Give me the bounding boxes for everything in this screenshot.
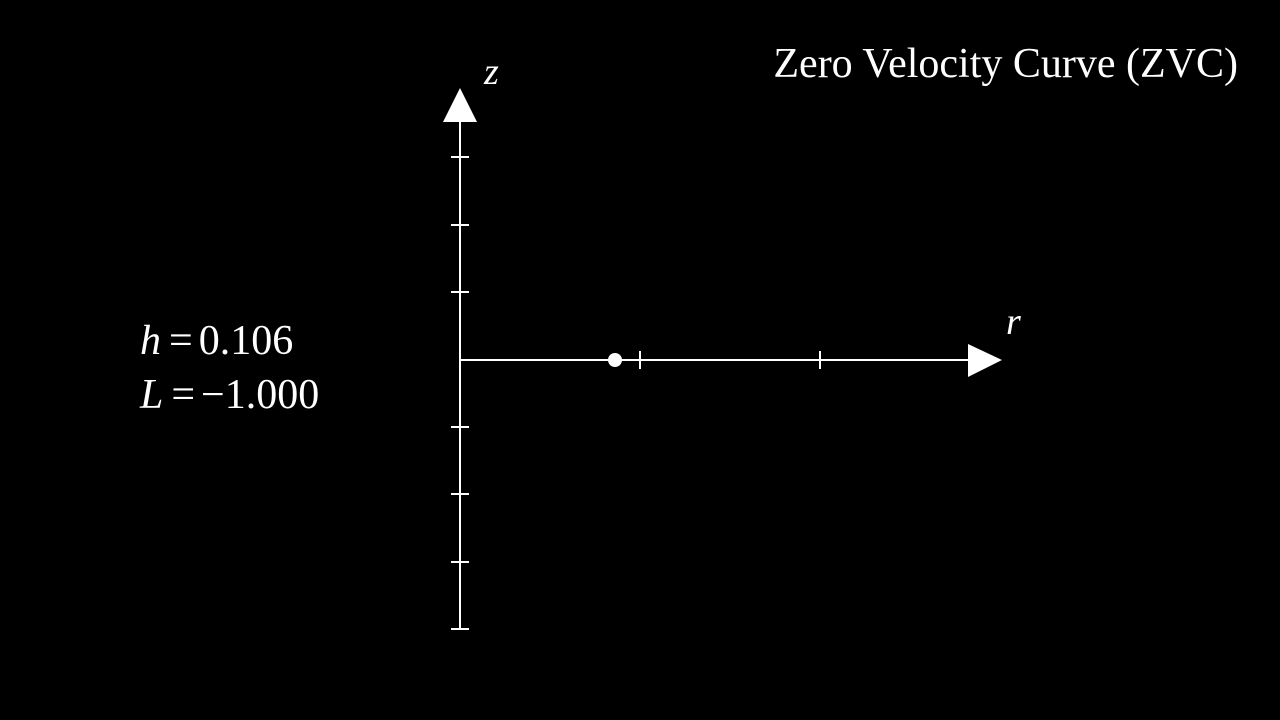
z-axis-arrowhead [443,88,477,122]
particle-dot [608,353,622,367]
parameter-readout: h = 0.106 L = −1.000 [140,314,319,422]
L-equals: = [171,372,196,418]
L-parameter-row: L = −1.000 [140,368,319,422]
page-title: Zero Velocity Curve (ZVC) [773,41,1238,87]
z-axis-label: z [483,51,499,93]
h-parameter-row: h = 0.106 [140,314,319,368]
h-value: 0.106 [198,318,294,364]
L-symbol: L [140,372,164,418]
L-value: −1.000 [201,372,320,418]
h-symbol: h [140,318,161,364]
h-equals: = [169,318,193,364]
r-axis-arrowhead [968,344,1002,377]
r-axis-label: r [1006,301,1021,343]
